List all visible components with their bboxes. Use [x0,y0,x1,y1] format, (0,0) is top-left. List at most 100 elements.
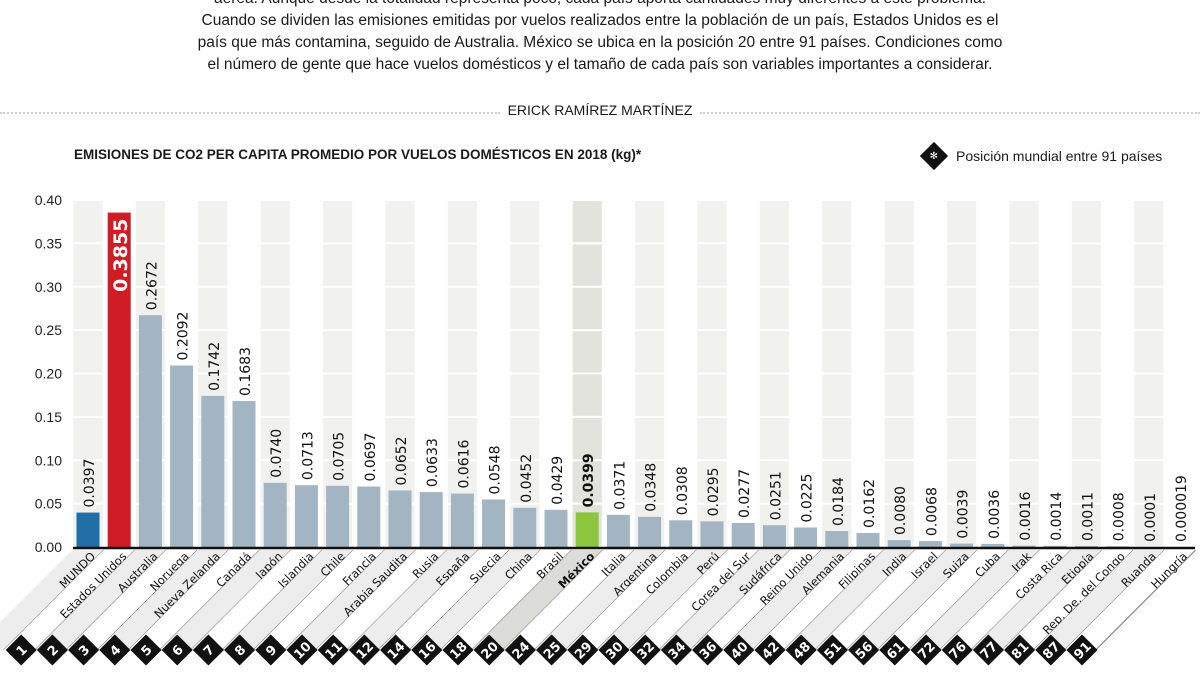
value-label: 0.0162 [862,479,878,528]
value-label: 0.0225 [800,473,816,522]
y-tick-label: 0.15 [35,409,62,425]
rank-diamond [473,634,505,666]
bar [170,365,194,547]
bar [606,514,630,547]
value-label: 0.000019 [1174,475,1190,542]
label-strip [690,550,822,650]
divider [0,112,500,114]
label-strip [97,550,229,650]
label-strip [34,550,166,650]
bar [669,520,693,547]
label-strip [877,550,1009,650]
label-strip [222,550,354,650]
rank-diamond [380,634,412,666]
label-strip [627,550,759,650]
value-label: 0.0036 [987,490,1003,539]
label-strip [1064,550,1196,650]
rank-diamond [286,634,318,666]
rank-diamond [442,634,474,666]
label-strip [814,550,946,650]
bar [388,490,412,547]
y-tick-label: 0.40 [35,192,62,208]
y-tick-label: 0.25 [35,322,62,338]
value-label: 0.0068 [924,487,940,536]
value-label: 0.2672 [144,261,160,310]
legend: ✻ Posición mundial entre 91 países [919,141,1163,171]
strip-divider [1095,549,1196,651]
value-label: 0.3855 [110,219,132,292]
value-label: 0.0251 [768,471,784,520]
label-strip [128,550,260,650]
value-label: 0.0014 [1049,492,1065,541]
value-label: 0.0713 [300,431,316,480]
value-label: 0.0008 [1112,492,1128,541]
bar [981,543,1005,547]
value-label: 0.1683 [238,347,254,396]
value-label: 0.0371 [612,461,628,510]
y-tick-label: 0.05 [35,496,62,512]
value-label: 0.0016 [1018,492,1034,541]
divider [700,112,1200,114]
label-strip [721,550,853,650]
bar [731,522,755,547]
label-strip [502,550,634,650]
bar [887,540,911,547]
label-strip [346,550,478,650]
bar [294,485,318,547]
bar [76,512,100,547]
label-strip [970,550,1102,650]
value-label: 0.0399 [581,453,597,507]
bar [450,493,474,547]
value-label: 0.0184 [831,477,847,526]
bar [950,543,974,547]
intro-line: aérea. Aunque desde la totalidad represe… [0,0,1200,10]
value-label: 0.0001 [1143,493,1159,542]
label-strip [471,550,603,650]
bar [700,521,724,547]
y-tick-label: 0.10 [35,452,62,468]
bar [856,532,880,547]
label-strip [596,550,728,650]
y-tick-label: 0.20 [35,366,62,382]
bar [794,527,818,547]
value-label: 0.1742 [207,342,223,391]
label-strip [1002,550,1134,650]
label-strip [658,550,790,650]
bar [357,486,381,547]
value-label: 0.0295 [706,467,722,516]
value-label: 0.0616 [456,439,472,488]
label-strip [1033,550,1165,650]
value-label: 0.0308 [675,466,691,515]
bar [482,499,506,547]
value-label: 0.0397 [82,459,98,508]
label-strip [783,550,915,650]
bar [1043,545,1067,547]
value-label: 0.0548 [488,445,504,494]
byline-row: ERICK RAMÍREZ MARTÍNEZ [0,102,1200,122]
y-tick-label: 0.30 [35,279,62,295]
bar [201,395,225,547]
bar [1074,546,1098,547]
value-label: 0.0740 [269,429,285,478]
value-label: 0.0705 [332,432,348,481]
value-label: 0.0348 [644,463,660,512]
label-strip [3,550,135,650]
label-strip [409,550,541,650]
label-strip [565,550,697,650]
rank-diamond [411,634,443,666]
legend-label: Posición mundial entre 91 países [956,148,1163,164]
bar [1012,545,1036,547]
rank-diamond [504,634,536,666]
label-strip [440,550,572,650]
value-label: 0.0633 [425,438,441,487]
value-label: 0.0039 [956,490,972,539]
bar [419,492,443,547]
rank-diamond [255,634,287,666]
label-strip [190,550,322,650]
label-strip [315,550,447,650]
chart-title: EMISIONES DE CO2 PER CAPITA PROMEDIO POR… [74,147,642,162]
value-label: 0.2092 [176,312,192,361]
value-label: 0.0080 [893,486,909,535]
label-strip [0,550,104,650]
